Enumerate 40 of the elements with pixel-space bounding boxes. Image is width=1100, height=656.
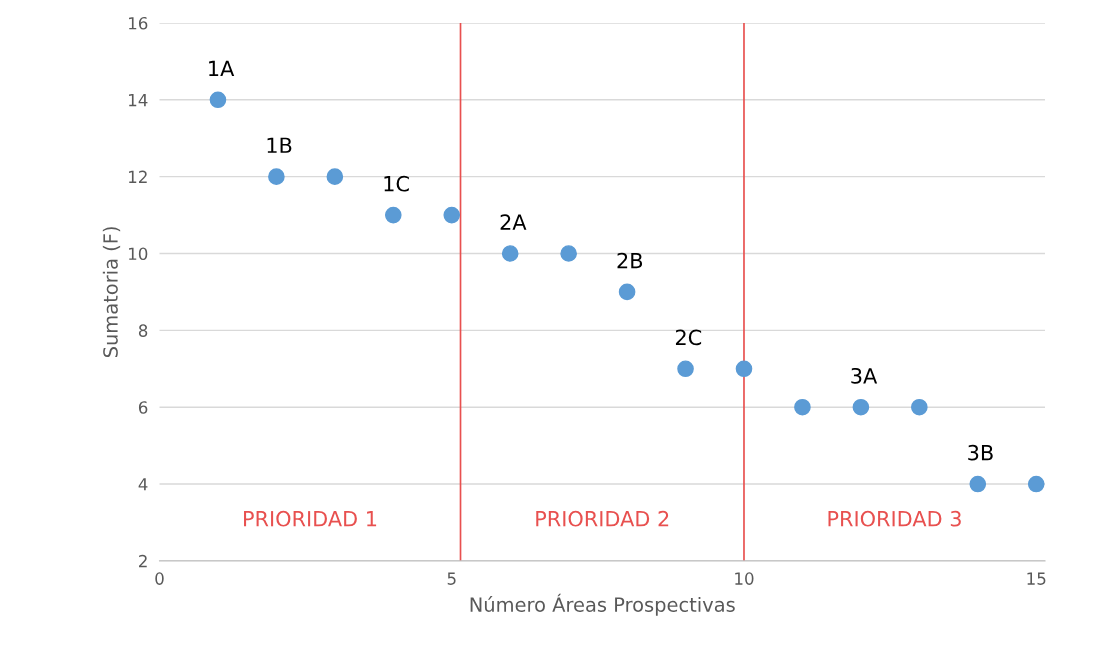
point bbox=[852, 398, 870, 416]
annotation: 1A bbox=[209, 60, 235, 77]
y-tick-label: 12 bbox=[129, 170, 147, 183]
y-tick-label: 10 bbox=[129, 247, 148, 261]
y-tick-label: 8 bbox=[138, 324, 148, 337]
point bbox=[911, 398, 928, 416]
point bbox=[794, 398, 811, 416]
point bbox=[501, 245, 519, 262]
y-tick-label: 16 bbox=[129, 16, 148, 30]
point bbox=[384, 206, 402, 224]
x-tick-label: 15 bbox=[1027, 572, 1046, 585]
annotation: 2A bbox=[500, 214, 527, 230]
point bbox=[1027, 475, 1045, 493]
x-tick-label: 0 bbox=[155, 572, 164, 585]
annotation: 1B bbox=[267, 137, 292, 153]
y-tick-label: 4 bbox=[138, 478, 148, 491]
annotation: 3A bbox=[851, 367, 878, 384]
y-tick-label: 14 bbox=[129, 93, 148, 107]
point bbox=[326, 168, 344, 185]
point bbox=[735, 360, 753, 378]
point bbox=[209, 91, 227, 109]
annotation: PRIORIDAD 1 bbox=[244, 510, 377, 527]
annotation: PRIORIDAD 3 bbox=[828, 510, 961, 527]
annotation: 1C bbox=[384, 175, 409, 192]
x-tick-label: 10 bbox=[735, 572, 754, 585]
point bbox=[969, 475, 987, 493]
x-tick-label: 5 bbox=[447, 572, 456, 585]
annotation: 2C bbox=[675, 329, 702, 346]
y-axis-title: Sumatoria (F) bbox=[102, 227, 121, 358]
y-tick-label: 6 bbox=[138, 401, 148, 414]
y-tick-label: 2 bbox=[139, 554, 147, 568]
point bbox=[618, 283, 636, 301]
annotation: PRIORIDAD 2 bbox=[536, 510, 669, 527]
point bbox=[443, 206, 461, 224]
annotation: 3B bbox=[968, 444, 993, 461]
annotation: 2B bbox=[617, 252, 643, 269]
x-axis-title: Número Áreas Prospectivas bbox=[470, 593, 735, 616]
point bbox=[560, 245, 577, 262]
point bbox=[677, 360, 694, 378]
point bbox=[268, 168, 285, 185]
